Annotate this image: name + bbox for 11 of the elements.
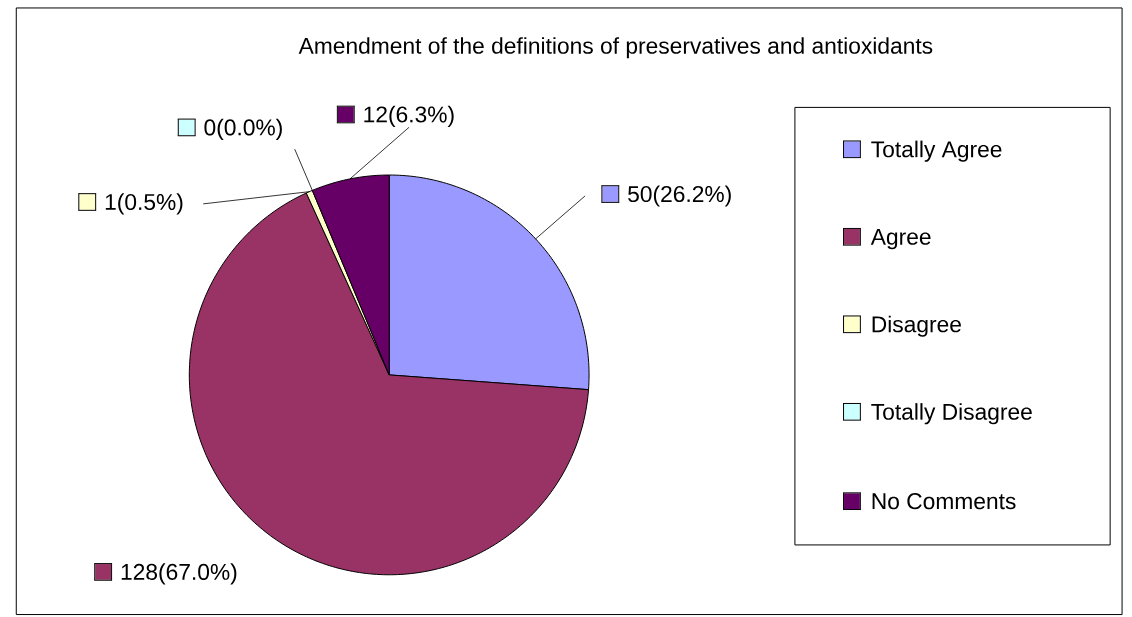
data-label: 50(26.2%) — [628, 185, 731, 207]
legend-label: No Comments — [872, 493, 1016, 510]
data-label: 128(67.0%) — [121, 563, 237, 585]
legend-label: Disagree — [872, 315, 961, 338]
legend-label: Totally Disagree — [871, 403, 1032, 425]
chart-title: Amendment of the definitions of preservatives and antioxidants — [298, 37, 933, 59]
data-label: 1(0.5%) — [105, 193, 183, 215]
data-label: 12(6.3%) — [364, 106, 454, 128]
legend-label: Totally Agree — [871, 140, 1002, 163]
text: 0(0.0%) — [204, 118, 282, 141]
legend-label: Agree — [870, 229, 931, 250]
